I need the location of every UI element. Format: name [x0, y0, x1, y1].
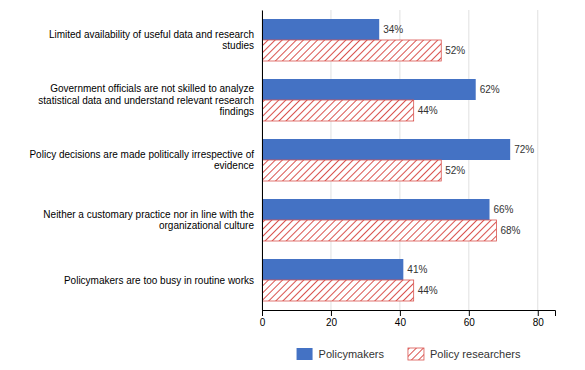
x-axis-line [263, 311, 556, 317]
y-tick-label: Government officials are not skilled to … [38, 83, 254, 117]
data-label: 66% [494, 204, 514, 215]
legend: Policymakers Policy researchers [297, 348, 521, 360]
y-axis: Limited availability of useful data and … [29, 11, 262, 311]
x-tick-mark [262, 310, 263, 316]
grid-line [262, 10, 263, 310]
data-label: 62% [480, 84, 500, 95]
x-tick-mark [400, 310, 401, 316]
grid [262, 10, 538, 310]
x-tick-mark [469, 310, 470, 316]
x-tick-mark [331, 310, 332, 316]
chart: 34% 62% 72% 66% 41% 52% 44% 52% 68% 44% 0 20 40 60 80 L… [0, 0, 585, 370]
legend-swatch [408, 348, 424, 360]
data-label: 34% [383, 24, 403, 35]
x-tick-label: 60 [464, 317, 476, 328]
legend-swatch [297, 348, 313, 360]
y-tick-label-line: Limited availability of useful data and … [49, 29, 254, 40]
y-tick: Policymakers are too busy in routine wor… [64, 275, 262, 286]
bar [262, 79, 476, 100]
y-tick: Government officials are not skilled to … [38, 83, 262, 117]
y-tick-label-line: studies [222, 40, 254, 51]
y-tick-label-line: Policymakers are too busy in routine wor… [64, 275, 254, 286]
data-labels: 34% 62% 72% 66% 41% 52% 44% 52% 68% 44% [383, 24, 534, 296]
data-label: 68% [500, 225, 520, 236]
x-tick-label: 0 [260, 317, 266, 328]
x-tick: 0 [260, 310, 266, 328]
y-tick-label-line: Neither a customary practice nor in line… [43, 209, 254, 220]
legend-item: Policy researchers [408, 348, 521, 360]
legend-item: Policymakers [297, 348, 385, 360]
legend-label: Policymakers [319, 348, 385, 360]
data-label: 44% [418, 105, 438, 116]
y-tick-label-line: Government officials are not skilled to … [50, 83, 254, 94]
data-label: 52% [445, 165, 465, 176]
x-tick-label: 80 [533, 317, 545, 328]
y-axis-line [262, 11, 263, 311]
y-tick-label-line: Policy decisions are made politically ir… [29, 149, 254, 160]
y-tick: Limited availability of useful data and … [49, 29, 262, 52]
y-tick-label: Policy decisions are made politically ir… [29, 149, 254, 172]
x-tick: 20 [326, 310, 338, 328]
y-tick-label-line: statistical data and understand relevant… [38, 95, 254, 106]
grid-line [537, 10, 538, 310]
data-label: 52% [445, 45, 465, 56]
y-tick-label: Policymakers are too busy in routine wor… [64, 275, 254, 286]
data-label: 41% [407, 264, 427, 275]
y-tick: Neither a customary practice nor in line… [43, 209, 262, 232]
bar [262, 40, 441, 61]
x-tick-label: 20 [326, 317, 338, 328]
x-tick: 60 [464, 310, 476, 328]
y-tick-label: Limited availability of useful data and … [49, 29, 254, 52]
data-label: 72% [514, 144, 534, 155]
x-tick-label: 40 [395, 317, 407, 328]
plot: 34% 62% 72% 66% 41% 52% 44% 52% 68% 44% 0 20 40 60 80 L… [29, 10, 555, 328]
x-tick-mark [538, 310, 539, 316]
bar [262, 160, 441, 181]
x-tick: 80 [533, 310, 545, 328]
bars [262, 19, 510, 301]
x-tick: 40 [395, 310, 407, 328]
bar [262, 199, 490, 220]
y-tick: Policy decisions are made politically ir… [29, 149, 262, 172]
bar [262, 220, 496, 241]
bar [262, 259, 403, 280]
x-axis: 0 20 40 60 80 [260, 310, 556, 328]
y-tick-label-line: evidence [214, 160, 254, 171]
y-tick-label-line: organizational culture [159, 220, 254, 231]
legend-label: Policy researchers [430, 348, 521, 360]
bar [262, 139, 510, 160]
data-label: 44% [418, 285, 438, 296]
bar [262, 280, 414, 301]
y-tick-label: Neither a customary practice nor in line… [43, 209, 254, 232]
y-tick-label-line: findings [220, 106, 254, 117]
bar [262, 19, 379, 40]
bar [262, 100, 414, 121]
